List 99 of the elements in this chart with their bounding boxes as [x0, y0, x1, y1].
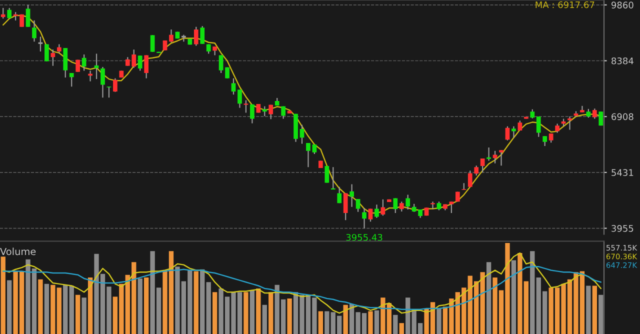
bar [287, 298, 292, 334]
candlestick [512, 126, 516, 138]
candlestick [380, 198, 386, 216]
candlestick [406, 194, 410, 210]
candlestick [20, 14, 24, 28]
y-tick-label: 9860 [612, 2, 634, 8]
candlestick [430, 201, 435, 210]
candlestick [76, 59, 80, 72]
candlestick [350, 184, 354, 208]
y-tick-label: 6908 [612, 113, 634, 120]
candlestick [32, 20, 36, 42]
bar [511, 260, 516, 334]
bar [318, 311, 324, 334]
y-tick-label: 3955 [612, 225, 634, 232]
candlestick [100, 66, 105, 98]
bar [592, 286, 597, 334]
bar [200, 269, 205, 334]
candlestick [150, 34, 155, 52]
bar [82, 298, 86, 334]
candlestick [362, 207, 366, 229]
candlestick [262, 106, 267, 117]
candlestick [113, 78, 118, 92]
bar [250, 290, 255, 334]
bar [212, 292, 218, 334]
bar [244, 292, 248, 334]
bar [374, 310, 380, 334]
annotation: 3955.43 [346, 234, 382, 241]
candlestick [399, 201, 404, 212]
candlestick [306, 142, 310, 168]
candlestick [486, 146, 491, 162]
bar [436, 308, 442, 334]
y-tick-label: 8384 [612, 57, 634, 64]
candlestick [492, 150, 498, 164]
bar [44, 284, 50, 334]
candlestick [169, 28, 174, 43]
candlestick [194, 26, 198, 46]
candlestick [542, 136, 548, 147]
candlestick [144, 54, 149, 79]
candlestick [0, 7, 6, 20]
y-tick-label: 5431 [612, 169, 634, 176]
candlestick [69, 72, 74, 88]
candlestick [480, 158, 485, 173]
bar [368, 311, 373, 334]
candlestick [324, 165, 330, 184]
bar [7, 280, 12, 334]
candlestick [368, 208, 373, 222]
bar [0, 256, 6, 334]
candlestick [250, 104, 254, 124]
candlestick [449, 201, 454, 214]
bar [530, 251, 535, 334]
annotation: MA : 6917.67 [536, 1, 594, 8]
bar [324, 311, 330, 334]
candlestick [499, 150, 504, 166]
bar [343, 304, 348, 334]
candlestick [518, 120, 522, 132]
bar [38, 279, 43, 334]
bar [76, 294, 80, 334]
bar [256, 288, 261, 334]
candlestick [555, 123, 560, 134]
bar [393, 314, 398, 334]
candlestick [238, 89, 242, 108]
candlestick [548, 132, 554, 144]
candlestick [26, 4, 30, 28]
candlestick [393, 198, 398, 214]
bar [63, 284, 68, 334]
bar [262, 304, 267, 334]
candlestick [138, 55, 142, 72]
candlestick [50, 48, 56, 66]
candlestick [200, 26, 205, 44]
bar [144, 278, 149, 334]
bar [69, 286, 74, 334]
candlestick [268, 104, 274, 120]
bar [399, 323, 404, 334]
candlestick [530, 108, 535, 119]
candlestick [505, 126, 510, 141]
candlestick [281, 106, 286, 120]
bar [598, 294, 604, 334]
candlestick [106, 86, 112, 98]
bar [586, 286, 591, 334]
bar [206, 282, 211, 334]
bar [268, 292, 274, 334]
candlestick [44, 44, 49, 62]
candlestick [218, 54, 224, 74]
candlestick [592, 108, 597, 120]
candlestick [244, 100, 248, 114]
candlestick [63, 47, 68, 78]
candlestick [231, 78, 236, 96]
candlestick [536, 116, 541, 138]
candlestick [374, 204, 379, 218]
bar [486, 262, 492, 334]
candlestick [343, 192, 348, 221]
bar [138, 278, 142, 334]
bar [194, 271, 198, 334]
candlestick [330, 166, 336, 190]
candlestick [568, 116, 572, 130]
candlestick [337, 186, 342, 204]
annotation: Volume [0, 248, 36, 256]
candlestick [356, 198, 360, 212]
bar [88, 278, 93, 334]
